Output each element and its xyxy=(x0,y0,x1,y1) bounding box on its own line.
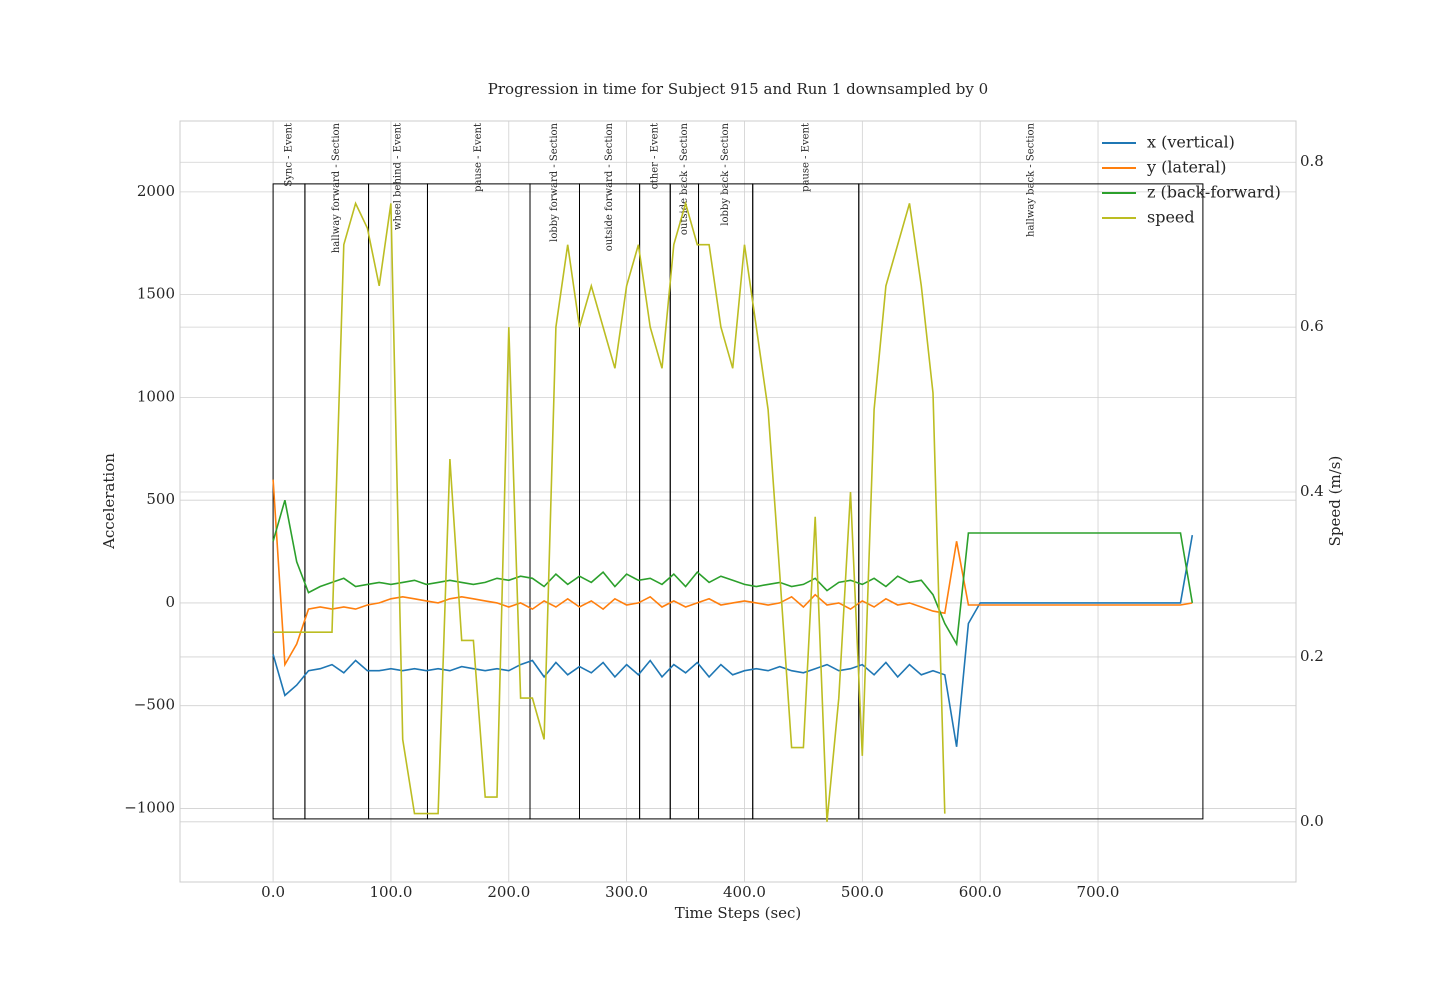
y-tick-label: 0 xyxy=(165,593,175,611)
segment-label: other - Event xyxy=(649,123,660,189)
y2-tick-label: 0.2 xyxy=(1300,647,1324,665)
segment-label: pause - Event xyxy=(473,123,484,192)
legend-label: y (lateral) xyxy=(1146,158,1226,177)
legend-label: z (back-forward) xyxy=(1147,183,1281,202)
segment-label: outside back - Section xyxy=(679,122,690,235)
y-tick-label: 500 xyxy=(146,490,175,508)
x-tick-label: 200.0 xyxy=(487,883,530,901)
legend-label: x (vertical) xyxy=(1147,133,1235,152)
y-tick-label: −1000 xyxy=(124,798,175,816)
y2-tick-label: 0.0 xyxy=(1300,812,1324,830)
series-line xyxy=(272,499,1194,647)
segment-box xyxy=(639,183,671,820)
segment-box xyxy=(272,183,306,820)
segment-label: lobby back - Section xyxy=(720,122,731,225)
segment-box xyxy=(669,183,700,820)
y-tick-label: 1000 xyxy=(137,387,175,405)
segment-label: pause - Event xyxy=(800,123,811,192)
x-tick-label: 600.0 xyxy=(959,883,1002,901)
plot-frame xyxy=(179,120,1297,883)
y-tick-label: −500 xyxy=(134,696,175,714)
y2-tick-label: 0.6 xyxy=(1300,317,1324,335)
y-axis-label: Acceleration xyxy=(100,453,118,550)
segment-label: Sync - Event xyxy=(284,123,295,187)
segment-label: hallway back - Section xyxy=(1025,122,1036,237)
y2-tick-label: 0.4 xyxy=(1300,482,1324,500)
x-axis-label: Time Steps (sec) xyxy=(675,904,802,922)
y2-tick-label: 0.8 xyxy=(1300,152,1324,170)
x-tick-label: 300.0 xyxy=(605,883,648,901)
segment-box xyxy=(578,183,641,820)
legend-label: speed xyxy=(1147,208,1195,227)
x-tick-label: 700.0 xyxy=(1077,883,1120,901)
segment-label: lobby forward - Section xyxy=(549,122,560,241)
series-line xyxy=(272,479,1193,668)
y-tick-label: 2000 xyxy=(137,182,175,200)
segment-box xyxy=(858,183,1204,820)
segment-label: outside forward - Section xyxy=(604,122,615,251)
x-tick-label: 100.0 xyxy=(369,883,412,901)
series-line xyxy=(273,200,946,822)
segment-box xyxy=(752,183,860,820)
y-tick-label: 1500 xyxy=(137,285,175,303)
segment-label: hallway forward - Section xyxy=(331,122,342,253)
chart-title: Progression in time for Subject 915 and … xyxy=(488,80,988,98)
series-line xyxy=(272,534,1194,747)
segment-label: wheel behind - Event xyxy=(393,123,404,230)
x-tick-label: 500.0 xyxy=(841,883,884,901)
x-tick-label: 400.0 xyxy=(723,883,766,901)
y2-axis-label: Speed (m/s) xyxy=(1326,456,1344,547)
x-tick-label: 0.0 xyxy=(261,883,285,901)
